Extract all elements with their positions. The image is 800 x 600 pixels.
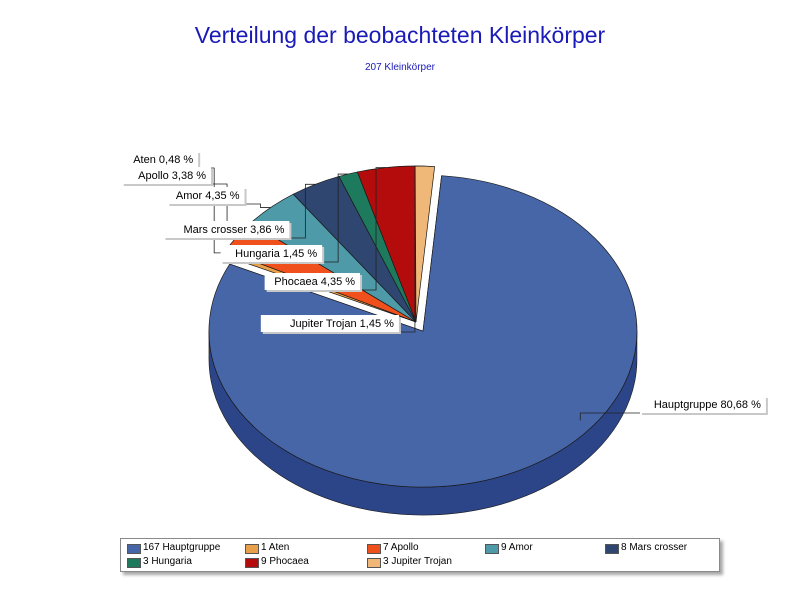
slice-label-jupiter-trojan: Jupiter Trojan 1,45 %	[290, 318, 394, 330]
label-leader	[322, 173, 349, 263]
legend-label: 9 Phocaea	[261, 556, 309, 567]
chart-title: Verteilung der beobachteten Kleinkörper	[194, 22, 606, 48]
slice-label-amor: Amor 4,35 %	[176, 190, 240, 202]
label-box	[260, 315, 399, 332]
slice-label-aten: Aten 0,48 %	[133, 154, 193, 166]
label-box	[640, 396, 766, 413]
slice-label-phocaea: Phocaea 4,35 %	[274, 276, 355, 288]
slice-label-hauptgruppe: Hauptgruppe 80,68 %	[654, 399, 761, 411]
label-box	[121, 151, 199, 168]
label-box	[167, 187, 245, 204]
legend-swatch	[245, 558, 259, 568]
label-leader	[360, 167, 387, 291]
legend-swatch	[245, 544, 259, 554]
label-box	[264, 273, 361, 290]
label-leader	[579, 412, 640, 421]
label-leader	[289, 183, 316, 239]
label-box	[121, 167, 212, 184]
label-box	[220, 245, 323, 262]
legend-label: 3 Hungaria	[143, 556, 192, 567]
legend-swatch	[605, 544, 619, 554]
label-leader	[244, 203, 271, 208]
legend-swatch	[367, 544, 381, 554]
slice-label-mars-crosser: Mars crosser 3,86 %	[183, 224, 284, 236]
label-box	[163, 221, 290, 238]
legend-label: 7 Apollo	[383, 542, 419, 553]
slice-label-hungaria: Hungaria 1,45 %	[235, 248, 317, 260]
legend-swatch	[127, 544, 141, 554]
chart-subtitle: 207 Kleinkörper	[364, 62, 436, 73]
legend-label: 8 Mars crosser	[621, 542, 688, 553]
pie-slice-hauptgruppe	[208, 175, 638, 488]
pie-labels: Hauptgruppe 80,68 % Aten 0,48 % Apollo 3,3…	[121, 151, 768, 421]
legend-swatch	[485, 544, 499, 554]
legend-label: 3 Jupiter Trojan	[383, 556, 452, 567]
legend-swatch	[367, 558, 381, 568]
legend-swatch	[127, 558, 141, 568]
slice-label-apollo: Apollo 3,38 %	[138, 170, 206, 182]
legend-label: 167 Hauptgruppe	[143, 542, 221, 553]
legend-label: 1 Aten	[261, 542, 290, 553]
label-leader	[398, 165, 425, 333]
chart-legend: 167 Hauptgruppe 1 Aten 7 Apollo 9 Amor 8 Mar…	[120, 538, 720, 572]
legend-label: 9 Amor	[501, 542, 533, 553]
